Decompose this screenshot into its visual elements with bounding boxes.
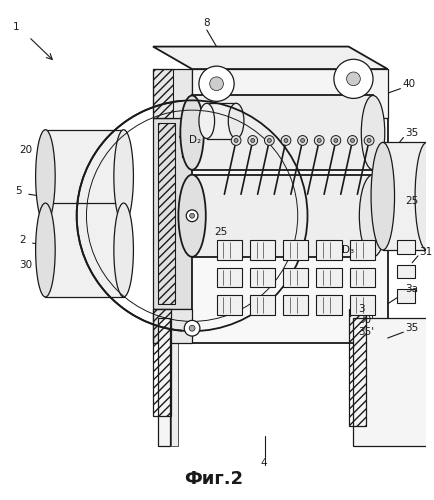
Text: 30': 30' [358,316,375,326]
Text: 5: 5 [15,186,22,196]
Circle shape [348,136,357,145]
Bar [46,130,124,224]
Circle shape [189,326,195,331]
Ellipse shape [36,203,55,297]
Bar [207,104,236,138]
Text: 40: 40 [402,78,415,88]
Bar [46,203,124,297]
Circle shape [351,138,355,142]
Circle shape [298,136,308,145]
Circle shape [284,138,288,142]
Circle shape [264,136,274,145]
Bar [349,295,375,314]
Ellipse shape [228,104,244,138]
Circle shape [281,136,291,145]
Polygon shape [153,118,192,308]
Ellipse shape [361,96,385,170]
Text: 3a: 3a [405,284,418,294]
Ellipse shape [415,142,434,250]
Polygon shape [153,308,192,343]
Circle shape [267,138,271,142]
Circle shape [190,214,194,218]
Text: 4: 4 [260,458,267,468]
Bar [153,69,173,118]
Bar [158,318,170,446]
Bar [316,268,342,287]
Text: 2: 2 [19,235,26,245]
Bar [316,295,342,314]
Bar [250,295,275,314]
Text: D₃: D₃ [342,245,354,255]
Circle shape [251,138,255,142]
Polygon shape [192,69,388,118]
Bar [283,268,309,287]
Bar [398,264,415,278]
Text: 30: 30 [19,260,32,270]
Circle shape [231,136,241,145]
Text: 35': 35' [358,327,375,337]
Text: 25: 25 [405,196,418,206]
Bar [283,295,309,314]
Bar [217,240,242,260]
Ellipse shape [178,174,206,257]
Circle shape [334,60,373,98]
Ellipse shape [114,130,133,224]
Bar [250,268,275,287]
Bar [349,308,366,426]
Ellipse shape [359,174,387,257]
Circle shape [331,136,341,145]
Ellipse shape [371,142,395,250]
Bar [250,240,275,260]
Polygon shape [192,118,388,343]
Polygon shape [153,69,192,118]
Circle shape [234,138,238,142]
Text: 35: 35 [405,128,418,138]
Circle shape [210,77,224,90]
Circle shape [199,66,234,102]
Circle shape [364,136,374,145]
Bar [192,174,373,257]
Bar [383,142,427,250]
Ellipse shape [199,104,214,138]
Bar [283,240,309,260]
Bar [353,318,427,446]
Text: 8: 8 [203,18,210,28]
Bar [171,343,178,446]
Bar [217,295,242,314]
Bar [349,268,375,287]
Bar [153,308,171,416]
Circle shape [248,136,258,145]
Bar [316,240,342,260]
Bar [192,96,373,170]
Text: 31: 31 [419,247,432,257]
Circle shape [367,138,371,142]
Bar [398,289,415,303]
Bar [349,240,375,260]
Ellipse shape [36,130,55,224]
Text: 3: 3 [358,304,365,314]
Text: D₂: D₂ [189,136,201,145]
Polygon shape [153,46,388,69]
Text: 20: 20 [19,145,32,155]
Circle shape [186,210,198,222]
Ellipse shape [181,96,204,170]
Text: 35: 35 [405,323,418,333]
Circle shape [347,72,360,86]
Text: Фиг.2: Фиг.2 [184,470,243,488]
Ellipse shape [114,203,133,297]
Circle shape [314,136,324,145]
Bar [217,268,242,287]
Circle shape [184,320,200,336]
Circle shape [317,138,321,142]
Text: 1: 1 [13,22,20,32]
Bar [398,240,415,254]
Text: 25: 25 [214,228,228,237]
Circle shape [334,138,338,142]
Circle shape [301,138,305,142]
